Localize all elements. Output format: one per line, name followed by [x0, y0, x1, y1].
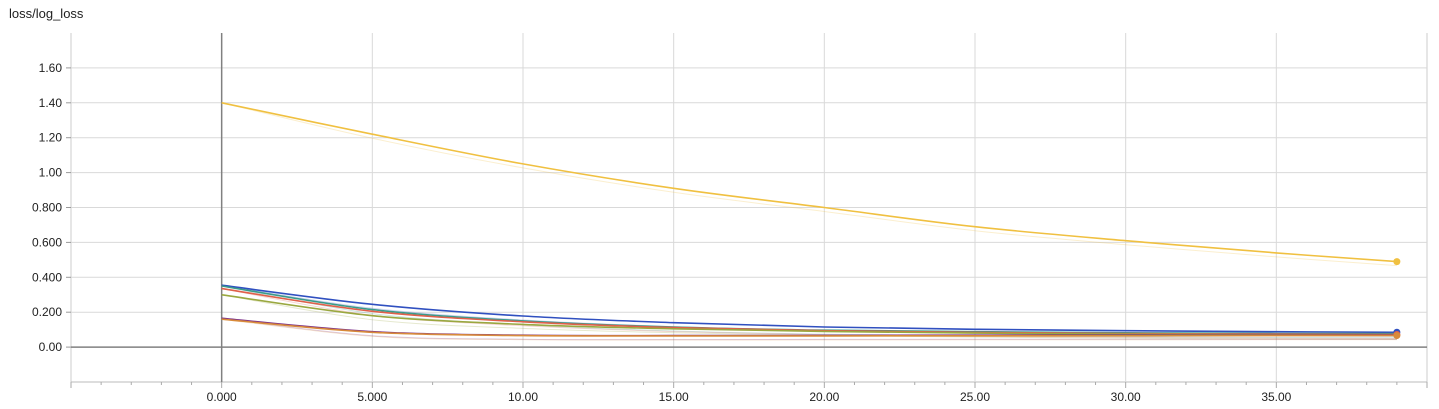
y-tick-label: 1.60	[39, 61, 63, 75]
series-raw-line	[221, 284, 1397, 337]
series-raw-line	[221, 317, 1397, 341]
y-tick-label: 0.00	[39, 340, 63, 354]
x-tick-label: 15.00	[659, 390, 689, 404]
axes	[71, 33, 1427, 382]
series-raw-line	[221, 285, 1397, 339]
series-end-point	[1393, 332, 1401, 340]
x-tick-label: 30.00	[1111, 390, 1141, 404]
x-tick-label: 35.00	[1261, 390, 1291, 404]
x-tick-label: 0.000	[207, 390, 237, 404]
series-raw-line	[221, 318, 1397, 341]
chart-title: loss/log_loss	[9, 6, 84, 21]
x-tick-label: 10.00	[508, 390, 538, 404]
y-tick-label: 1.00	[39, 166, 63, 180]
x-tick-label: 25.00	[960, 390, 990, 404]
y-tick-labels: 0.00 0.200 0.400 0.600 0.800 1.00 1.20 1.40 1.60	[32, 61, 62, 354]
series-raw-line	[221, 102, 1397, 267]
y-tick-label: 0.200	[32, 305, 62, 319]
y-tick-label: 0.800	[32, 201, 62, 215]
y-tick-label: 0.400	[32, 270, 62, 284]
x-tick-labels: 0.000 5.000 10.00 15.00 20.00 25.00 30.00 35.00	[207, 390, 1292, 404]
y-tick-label: 0.600	[32, 235, 62, 249]
y-tick-label: 1.40	[39, 96, 63, 110]
x-tick-label: 5.000	[357, 390, 387, 404]
series-line	[221, 102, 1397, 263]
grid	[66, 33, 1428, 388]
series-line	[221, 284, 1397, 334]
series	[221, 102, 1401, 341]
series-end-point	[1393, 258, 1401, 266]
y-tick-label: 1.20	[39, 131, 63, 145]
series-line	[221, 318, 1397, 337]
series-line	[221, 294, 1397, 336]
x-tick-label: 20.00	[809, 390, 839, 404]
